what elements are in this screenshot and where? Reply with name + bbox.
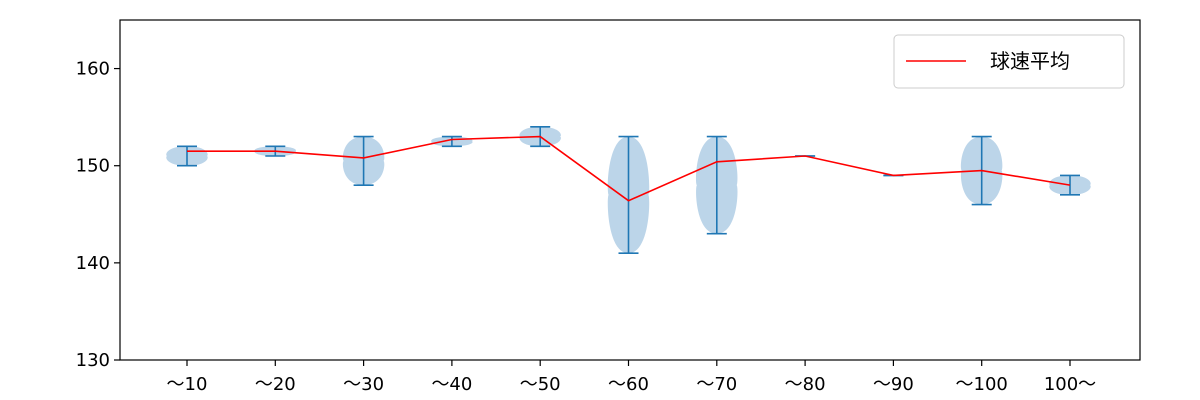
x-tick-label: ～100 [956,374,1008,395]
legend: 球速平均 [893,34,1125,89]
x-tick-label: ～10 [167,374,208,395]
plot-frame [119,19,1141,361]
whisker-group [177,126,1080,254]
x-tick-label: ～90 [873,374,914,395]
y-tick-label: 160 [76,59,110,80]
x-tick-label: 100～ [1044,374,1096,395]
x-tick-label: ～70 [696,374,737,395]
legend-label: 球速平均 [990,49,1070,73]
mean-line-group [187,135,1071,202]
x-tick-label: ～30 [343,374,384,395]
x-tick-label: ～20 [255,374,296,395]
x-tick-label: ～80 [785,374,826,395]
x-tick-label: ～60 [608,374,649,395]
legend-box [893,34,1125,89]
axes: 130 140 150 160 ～10 ～20 ～30 ～40 ～50 ～60 ～70 ～80 ～90 ～… [76,19,1141,395]
y-tick-label: 150 [76,156,110,177]
x-tick-label: ～50 [520,374,561,395]
x-tick-label: ～40 [431,374,472,395]
mean-speed-line [187,135,1071,202]
y-tick-label: 130 [76,350,110,371]
y-tick-label: 140 [76,253,110,274]
